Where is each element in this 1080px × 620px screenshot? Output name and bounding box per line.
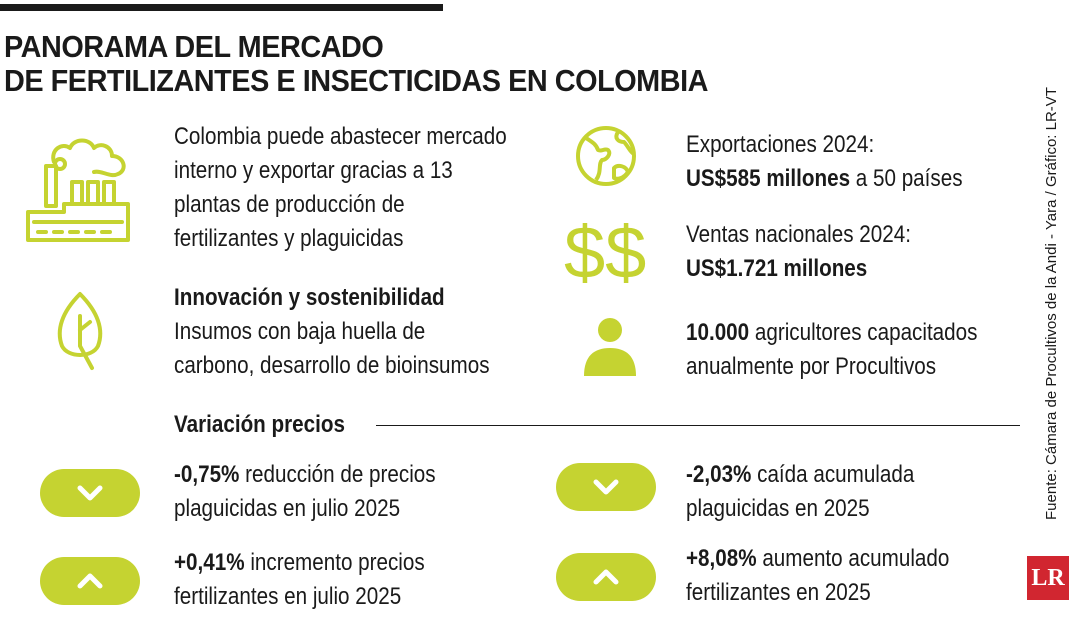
- dollar-icon: $$: [564, 214, 646, 288]
- exports-text: Exportaciones 2024: US$585 millones a 50…: [686, 131, 963, 192]
- price-item-fertilizers-july: +0,41% incremento precios fertilizantes …: [174, 549, 425, 610]
- factory-icon: [26, 138, 130, 242]
- price-up-badge: [40, 557, 140, 605]
- chevron-down-icon: [77, 485, 103, 501]
- price-down-badge: [556, 463, 656, 511]
- leaf-icon: [57, 292, 103, 370]
- source-credit: Fuente: Cámara de Procultivos de la Andi…: [1043, 87, 1060, 520]
- lr-logo: LR: [1027, 556, 1069, 600]
- price-up-badge: [556, 553, 656, 601]
- price-down-badge: [40, 469, 140, 517]
- plants-text: Colombia puede abastecer mercado interno…: [174, 123, 507, 252]
- title-line-2: DE FERTILIZANTES E INSECTICIDAS EN COLOM…: [4, 63, 708, 98]
- chevron-up-icon: [77, 573, 103, 589]
- sales-text: Ventas nacionales 2024: US$1.721 millone…: [686, 221, 911, 282]
- prices-heading: Variación precios: [174, 411, 345, 438]
- page-title: PANORAMA DEL MERCADO DE FERTILIZANTES E …: [4, 30, 767, 98]
- innovation-text: Innovación y sostenibilidad Insumos con …: [174, 284, 490, 379]
- farmers-text: 10.000 agricultores capacitados anualmen…: [686, 319, 978, 380]
- person-icon: [584, 318, 636, 376]
- title-line-1: PANORAMA DEL MERCADO: [4, 29, 384, 64]
- svg-text:$$: $$: [564, 214, 646, 288]
- globe-icon: [576, 126, 636, 186]
- section-divider: [376, 425, 1020, 426]
- price-item-pesticides-year: -2,03% caída acumulada plaguicidas en 20…: [686, 461, 915, 522]
- exports-value: US$585 millones: [686, 165, 851, 192]
- chevron-down-icon: [593, 479, 619, 495]
- chevron-up-icon: [593, 569, 619, 585]
- price-item-fertilizers-year: +8,08% aumento acumulado fertilizantes e…: [686, 545, 950, 606]
- sales-value: US$1.721 millones: [686, 255, 868, 282]
- price-item-pesticides-july: -0,75% reducción de precios plaguicidas …: [174, 461, 436, 522]
- top-bar: [0, 4, 443, 11]
- innovation-heading: Innovación y sostenibilidad: [174, 284, 445, 311]
- farmers-value: 10.000: [686, 319, 750, 346]
